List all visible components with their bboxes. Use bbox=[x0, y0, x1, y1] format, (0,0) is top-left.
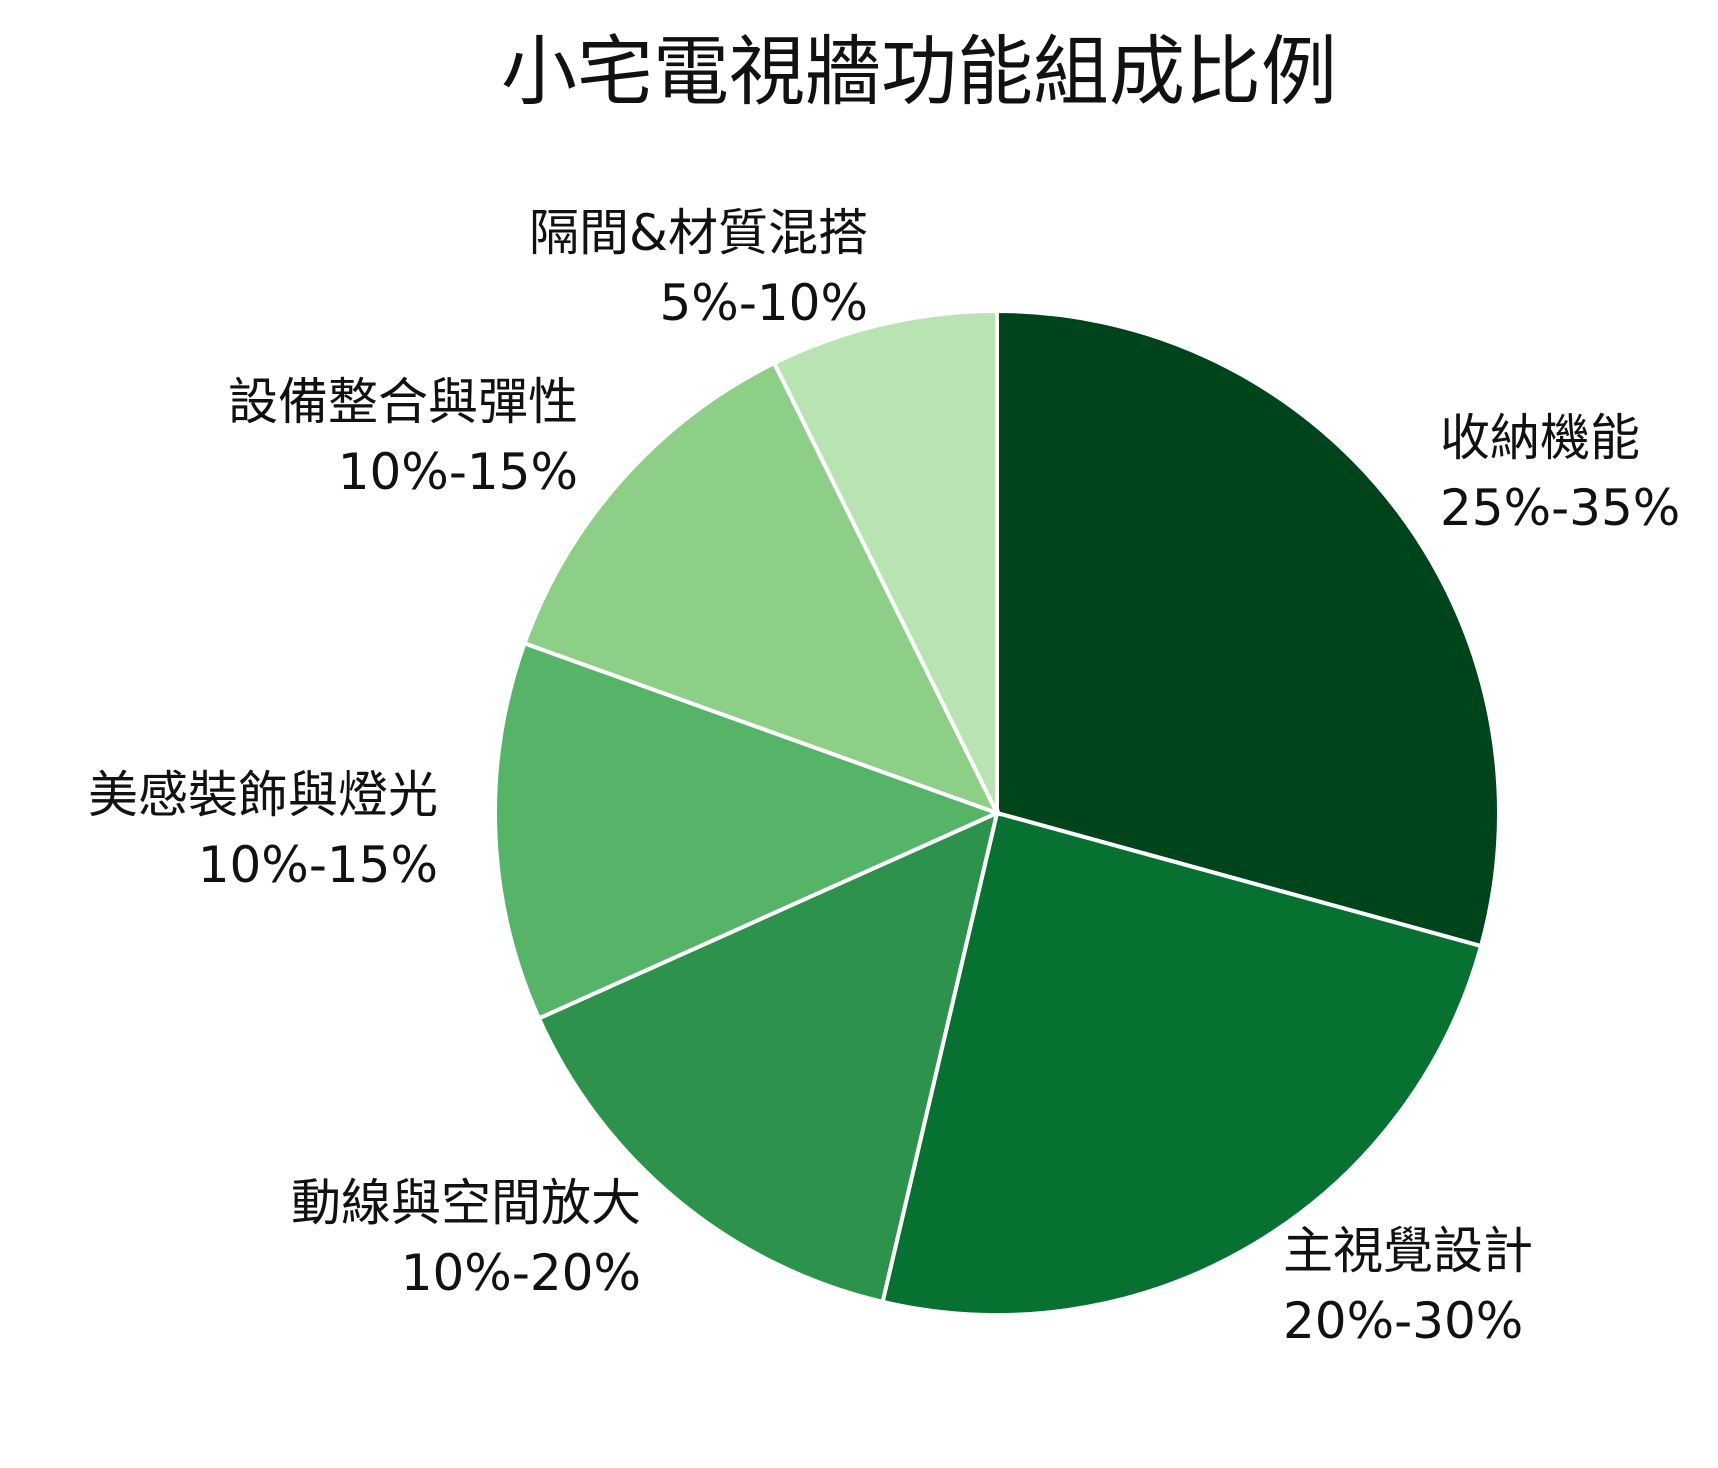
pie-slice bbox=[880, 810, 1484, 1317]
slice-label-range: 10%-15% bbox=[337, 443, 578, 501]
slice-label-range: 10%-20% bbox=[400, 1244, 641, 1302]
slice-label-name: 收納機能 bbox=[1440, 409, 1640, 467]
slice-label-name: 主視覺設計 bbox=[1283, 1222, 1533, 1280]
slice-label-name: 設備整合與彈性 bbox=[228, 373, 578, 431]
pie-slice bbox=[995, 308, 1501, 949]
chart-title: 小宅電視牆功能組成比例 bbox=[501, 27, 1337, 116]
slice-label-range: 5%-10% bbox=[659, 274, 869, 332]
pie-slice bbox=[521, 360, 1001, 817]
slice-label-range: 25%-35% bbox=[1440, 479, 1681, 537]
slice-label-range: 20%-30% bbox=[1283, 1292, 1524, 1350]
slice-label-name: 美感裝飾與燈光 bbox=[88, 766, 438, 824]
pie-slice bbox=[493, 640, 1003, 1021]
slice-label-name: 隔間&材質混搭 bbox=[529, 204, 868, 262]
slice-label-range: 10%-15% bbox=[197, 836, 438, 894]
slice-label: 設備整合與彈性 10%-15% bbox=[228, 367, 578, 507]
slice-label: 主視覺設計 20%-30% bbox=[1283, 1216, 1533, 1356]
slice-label: 隔間&材質混搭 5%-10% bbox=[529, 198, 868, 338]
pie-slice bbox=[771, 308, 999, 814]
slice-label: 動線與空間放大 10%-20% bbox=[291, 1168, 641, 1308]
slice-label-name: 動線與空間放大 bbox=[291, 1174, 641, 1232]
slice-label: 收納機能 25%-35% bbox=[1440, 403, 1680, 543]
slice-label: 美感裝飾與燈光 10%-15% bbox=[88, 760, 438, 900]
pie-slice bbox=[536, 809, 1000, 1305]
